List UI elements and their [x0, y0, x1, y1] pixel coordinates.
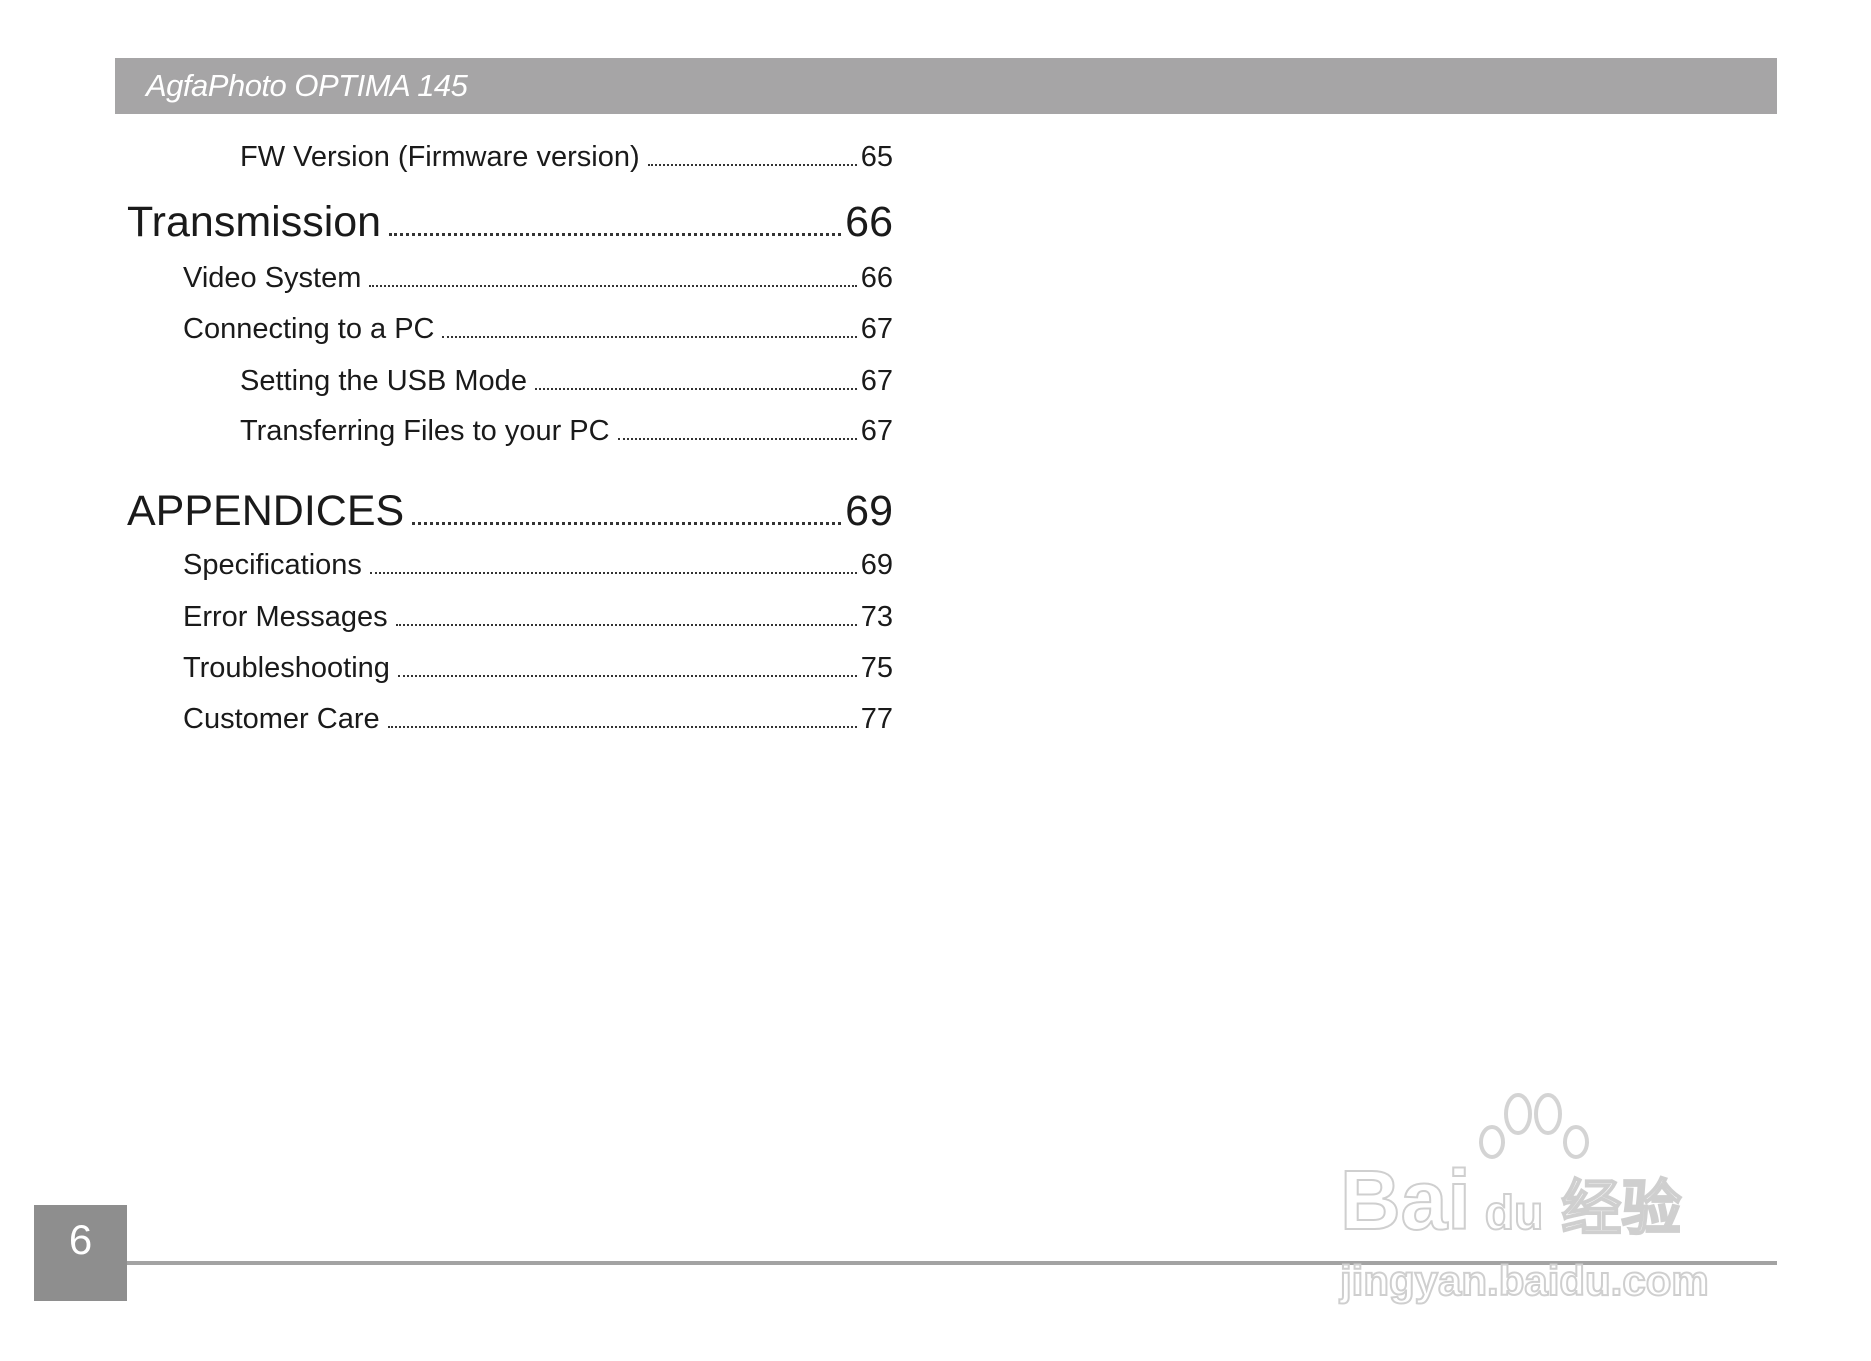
toc-entry[interactable]: Video System 66: [183, 261, 893, 295]
toc-label: APPENDICES: [127, 487, 405, 535]
dot-leader: [397, 675, 857, 677]
toc-entry[interactable]: Setting the USB Mode 67: [240, 364, 893, 398]
page-number-box: 6: [34, 1205, 127, 1301]
toc-page: 69: [860, 549, 893, 581]
toc-label: Troubleshooting: [183, 652, 390, 684]
toc-entry[interactable]: Connecting to a PC 67: [183, 312, 893, 346]
watermark-brand: Bai du 经验: [1339, 1152, 1682, 1248]
dot-leader: [442, 336, 857, 338]
page-number: 6: [68, 1216, 93, 1263]
dot-leader: [395, 624, 857, 626]
toc-page: 73: [860, 601, 893, 633]
toc-page: 69: [845, 487, 893, 535]
toc-label: Customer Care: [183, 703, 380, 735]
watermark-bai: Bai: [1339, 1152, 1472, 1248]
dot-leader: [369, 572, 857, 574]
watermark-url: jingyan.baidu.com: [1339, 1256, 1710, 1305]
manual-title: AgfaPhoto OPTIMA 145: [146, 68, 468, 103]
dot-leader: [647, 164, 857, 166]
toc-label: Connecting to a PC: [183, 313, 435, 345]
toc-page: 67: [860, 415, 893, 447]
dot-leader: [389, 233, 842, 236]
watermark-jingyan: 经验: [1560, 1173, 1682, 1245]
toc-page: 75: [860, 652, 893, 684]
toc-entry[interactable]: Customer Care 77: [183, 702, 893, 736]
toc-page: 66: [845, 198, 893, 246]
dot-leader: [534, 388, 857, 390]
toc-page: 67: [860, 365, 893, 397]
toc-label: Transferring Files to your PC: [240, 415, 610, 447]
toc-entry[interactable]: Troubleshooting 75: [183, 651, 893, 685]
dot-leader: [412, 522, 842, 525]
toc-page: 66: [860, 262, 893, 294]
toc-label: Video System: [183, 262, 362, 294]
toc-label: FW Version (Firmware version): [240, 141, 640, 173]
toc-entry[interactable]: Transferring Files to your PC 67: [240, 414, 893, 448]
toc-entry[interactable]: Error Messages 73: [183, 600, 893, 634]
watermark-du: du: [1484, 1186, 1545, 1241]
toc-entry[interactable]: Transmission 66: [127, 197, 893, 247]
toc-label: Error Messages: [183, 601, 388, 633]
toc-entry[interactable]: Specifications 69: [183, 548, 893, 582]
toc-label: Setting the USB Mode: [240, 365, 527, 397]
header-bar: AgfaPhoto OPTIMA 145: [115, 58, 1777, 114]
toc-page: 67: [860, 313, 893, 345]
toc-entry[interactable]: FW Version (Firmware version) 65: [240, 140, 893, 174]
toc-label: Transmission: [127, 198, 382, 246]
toc-entry[interactable]: APPENDICES 69: [127, 486, 893, 536]
footer-rule: [127, 1261, 1777, 1265]
dot-leader: [369, 285, 857, 287]
paw-icon: [1479, 1093, 1589, 1159]
toc-label: Specifications: [183, 549, 362, 581]
toc-page: 77: [860, 703, 893, 735]
baidu-watermark-logo: Bai du 经验 jingyan.baidu.com: [1339, 1090, 1780, 1310]
dot-leader: [387, 726, 857, 728]
toc-page: 65: [860, 141, 893, 173]
dot-leader: [617, 438, 857, 440]
